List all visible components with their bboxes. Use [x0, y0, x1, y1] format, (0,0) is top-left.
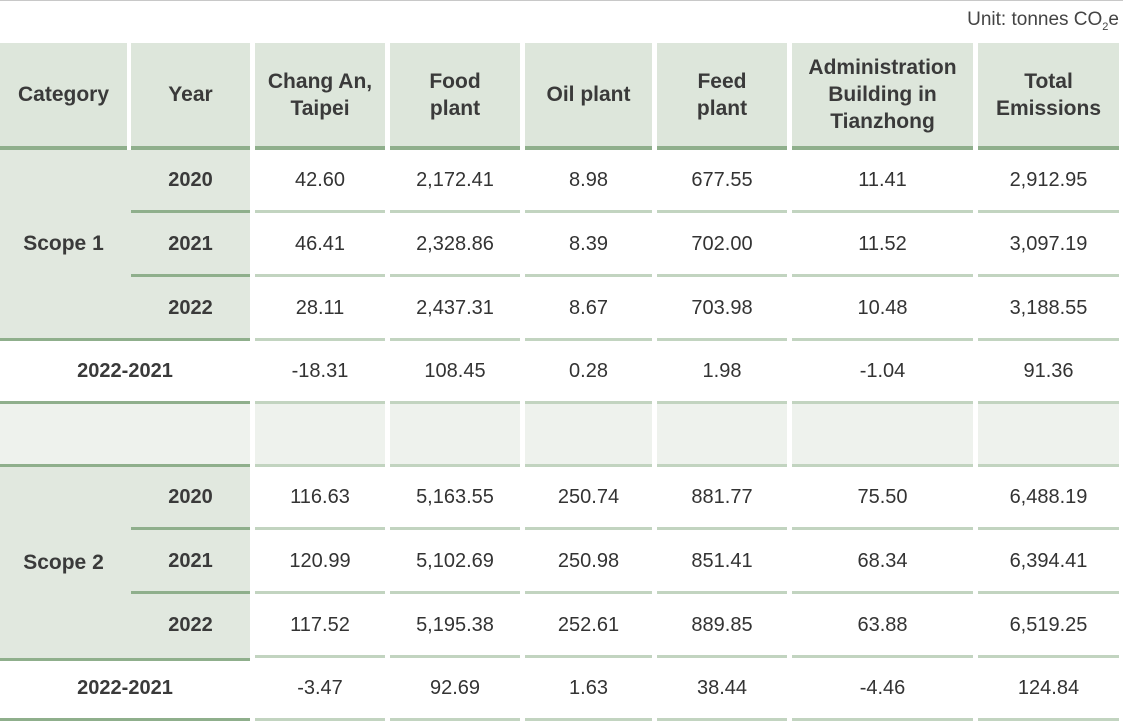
changan-value: 116.63 [255, 467, 385, 530]
total-value: 6,519.25 [1009, 614, 1088, 636]
year-cell: 2021 [131, 531, 250, 594]
header-food: Food plant [390, 43, 520, 150]
admin-value: 11.41 [792, 150, 973, 213]
changan-spacer [255, 404, 385, 467]
changan-value: 46.41 [255, 214, 385, 277]
changan-diff-value: -3.47 [255, 659, 385, 721]
oil-value: 250.98 [525, 531, 652, 594]
year-cell: 2022 [168, 297, 213, 319]
total-value: 3,188.55 [1009, 297, 1088, 319]
oil-value: 8.39 [525, 214, 652, 277]
row-divider [792, 655, 973, 658]
header-food-label: Food plant [429, 69, 481, 120]
row-divider [657, 655, 787, 658]
admin-value: 75.50 [792, 467, 973, 530]
year-cell: 2020 [131, 467, 250, 530]
oil-diff-value: 0.28 [525, 342, 652, 404]
admin-value: 11.52 [792, 214, 973, 277]
header-changan-label: Chang An, Taipei [267, 69, 373, 120]
top-divider [0, 0, 1123, 1]
row-divider [390, 655, 520, 658]
oil-diff-value: 1.63 [525, 659, 652, 721]
row-divider [978, 655, 1119, 658]
diff-label: 2022-2021 [0, 342, 250, 404]
header-admin-label: Administration Building in Tianzhong [808, 56, 957, 133]
row-divider [525, 655, 652, 658]
oil-spacer [525, 404, 652, 467]
row-divider [657, 338, 787, 341]
header-total-label: Total Emissions [995, 69, 1102, 120]
feed-value: 889.85 [691, 614, 753, 636]
oil-value: 250.74 [525, 467, 652, 530]
changan-value: 28.11 [295, 297, 345, 319]
total-value: 2,912.95 [978, 150, 1119, 213]
total-value: 6,488.19 [978, 467, 1119, 530]
total-spacer [978, 404, 1119, 467]
feed-value: 702.00 [657, 214, 787, 277]
food-value: 2,437.31 [416, 297, 494, 319]
admin-diff-value: -1.04 [792, 342, 973, 404]
spacer-cell [0, 404, 250, 467]
food-value: 5,195.38 [416, 614, 494, 636]
row-divider [390, 338, 520, 341]
food-value: 5,102.69 [390, 531, 520, 594]
header-feed-label: Feed plant [696, 69, 748, 120]
oil-value: 8.67 [569, 297, 608, 319]
food-value: 2,172.41 [390, 150, 520, 213]
admin-spacer [792, 404, 973, 467]
feed-value: 851.41 [657, 531, 787, 594]
total-diff-value: 91.36 [978, 342, 1119, 404]
row-divider [255, 655, 385, 658]
changan-value: 117.52 [290, 614, 350, 636]
header-category: Category [0, 43, 127, 150]
header-oil: Oil plant [525, 43, 652, 150]
header-total: Total Emissions [978, 43, 1119, 150]
total-diff-value: 124.84 [978, 659, 1119, 721]
header-changan: Chang An, Taipei [255, 43, 385, 150]
food-spacer [390, 404, 520, 467]
diff-label: 2022-2021 [0, 659, 250, 721]
scope1-label: Scope 1 [0, 150, 127, 338]
unit-text: Unit: tonnes CO [967, 9, 1103, 30]
header-year: Year [131, 43, 250, 150]
header-feed: Feed plant [657, 43, 787, 150]
oil-value: 8.98 [525, 150, 652, 213]
year-cell: 2022 [168, 614, 213, 636]
changan-value: 42.60 [255, 150, 385, 213]
changan-diff-value: -18.31 [255, 342, 385, 404]
feed-diff-value: 1.98 [657, 342, 787, 404]
row-divider [978, 338, 1119, 341]
feed-value: 881.77 [657, 467, 787, 530]
unit-subscript: 2 [1102, 20, 1109, 33]
food-value: 2,328.86 [390, 214, 520, 277]
total-value: 3,097.19 [978, 214, 1119, 277]
oil-value: 252.61 [557, 614, 620, 636]
row-divider [525, 338, 652, 341]
changan-value: 120.99 [255, 531, 385, 594]
header-admin: Administration Building in Tianzhong [792, 43, 973, 150]
unit-note: Unit: tonnes CO2e [967, 9, 1119, 33]
food-value: 5,163.55 [390, 467, 520, 530]
feed-spacer [657, 404, 787, 467]
unit-suffix: e [1108, 9, 1119, 30]
row-divider [255, 338, 385, 341]
year-cell: 2020 [131, 150, 250, 213]
feed-value: 703.98 [691, 297, 753, 319]
row-divider [792, 338, 973, 341]
admin-value: 10.48 [857, 297, 908, 319]
admin-value: 63.88 [857, 614, 908, 636]
total-value: 6,394.41 [978, 531, 1119, 594]
scope2-label: Scope 2 [0, 467, 127, 658]
admin-diff-value: -4.46 [792, 659, 973, 721]
food-diff-value: 92.69 [390, 659, 520, 721]
food-diff-value: 108.45 [390, 342, 520, 404]
feed-value: 677.55 [657, 150, 787, 213]
admin-value: 68.34 [792, 531, 973, 594]
feed-diff-value: 38.44 [657, 659, 787, 721]
year-cell: 2021 [131, 214, 250, 277]
